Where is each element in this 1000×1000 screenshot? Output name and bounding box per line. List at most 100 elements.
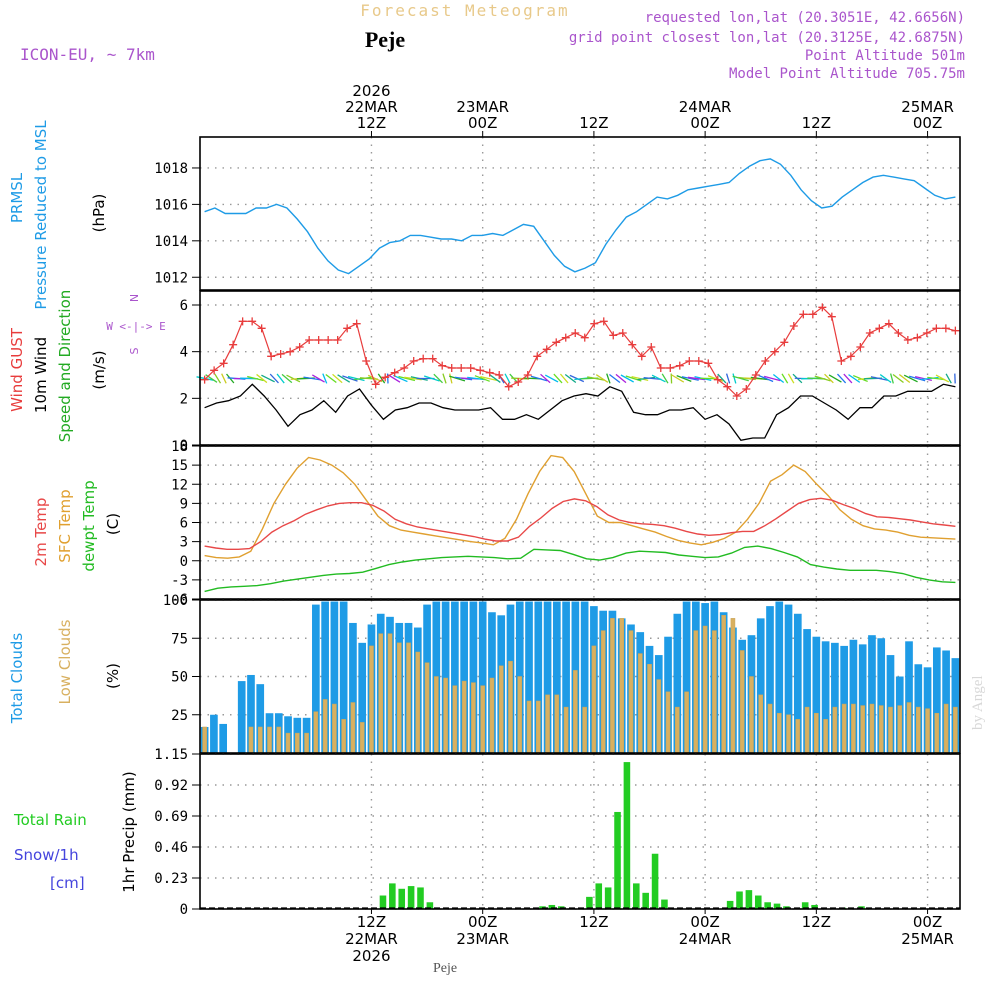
rain-bar <box>379 895 387 909</box>
wind-gust-marker <box>685 357 694 365</box>
wind-direction-arrow <box>269 373 279 384</box>
wind-direction-arrow <box>587 376 605 381</box>
total-clouds-bar <box>562 601 570 753</box>
y-tick-label: 2 <box>180 391 188 407</box>
low-clouds-bar <box>304 732 309 754</box>
low-clouds-bar <box>916 706 921 754</box>
wind-gust-marker <box>447 364 456 372</box>
top-time-label: 23MAR <box>456 98 509 116</box>
wind-gust-marker <box>542 345 551 354</box>
wind-direction-arrow <box>205 374 218 383</box>
y-tick-label: -3 <box>171 573 188 589</box>
low-clouds-bar <box>600 630 606 754</box>
low-clouds-bar <box>591 645 597 754</box>
low-clouds-bar <box>434 676 439 754</box>
low-clouds-bar <box>406 642 411 754</box>
rain-bar <box>754 895 762 909</box>
low-clouds-bar <box>257 726 263 754</box>
low-clouds-bar <box>480 685 485 754</box>
wind-direction-arrow <box>281 373 293 384</box>
y-tick-label: 1012 <box>154 270 188 286</box>
wind-gust-marker <box>704 359 713 368</box>
low-clouds-bar <box>341 719 346 754</box>
point-altitude: Point Altitude 501m <box>805 48 965 64</box>
rain-bar <box>726 900 734 909</box>
low-clouds-bar <box>739 650 745 754</box>
low-clouds-bar <box>702 625 708 754</box>
wind-gust-marker <box>656 364 665 372</box>
total-clouds-bar <box>247 674 255 753</box>
top-time-label: 00Z <box>690 114 719 132</box>
wind-gust-marker <box>238 317 247 326</box>
low-clouds-bar <box>786 714 791 754</box>
low-clouds-bar <box>526 700 532 754</box>
wind-gust-marker <box>466 364 475 372</box>
low-clouds-bar <box>758 694 764 754</box>
wind-gust-marker <box>295 343 304 351</box>
wind-panel: 0 2 4 6 Wind GUST 10m Wind Speed and Direction… <box>8 290 961 454</box>
precip-unit-label: 1hr Precip (mm) <box>120 771 138 892</box>
wind-gust-marker <box>257 324 266 333</box>
wind-direction-arrow <box>870 376 888 381</box>
top-time-label: 25MAR <box>901 98 954 116</box>
wind-direction-arrow <box>909 375 926 382</box>
low-clouds-bar <box>721 615 726 754</box>
wind-gust-label: Wind GUST <box>8 327 26 412</box>
wind-gust-marker <box>229 340 238 349</box>
wind-direction-arrow <box>449 375 466 382</box>
compass-north: N <box>128 294 141 302</box>
wind-direction-arrow <box>467 376 485 381</box>
wind-gust-marker <box>286 347 295 356</box>
wind-gust-marker <box>884 319 893 328</box>
wind-direction-arrow <box>261 374 275 383</box>
y-tick-label: 1016 <box>154 197 188 213</box>
wind-gust-marker <box>552 338 561 347</box>
y-tick-label: 0.92 <box>154 778 188 794</box>
total-clouds-bar <box>256 684 265 753</box>
wind-gust-marker <box>333 336 342 344</box>
y-tick-label: 1.15 <box>154 747 188 763</box>
wind-direction-arrow <box>530 375 548 382</box>
y-tick-label: 4 <box>180 345 188 361</box>
wind-direction-label: Speed and Direction <box>56 290 74 443</box>
wind-gust-marker <box>533 352 542 361</box>
wind-direction-arrow <box>707 375 724 382</box>
wind-direction-arrow <box>564 373 577 384</box>
wind-direction-arrow <box>332 373 343 384</box>
top-time-label: 00Z <box>468 114 497 132</box>
low-clouds-bar <box>832 706 838 754</box>
wind-gust-marker <box>637 352 646 361</box>
wind-direction-arrow <box>828 374 842 383</box>
wind-gust-marker <box>951 326 960 335</box>
wind-direction-arrow <box>398 375 416 382</box>
low-clouds-bar <box>934 712 940 754</box>
total-clouds-bar <box>905 641 913 753</box>
wind-direction-arrow <box>404 376 422 381</box>
low-clouds-bar <box>415 651 421 754</box>
wind-direction-arrow <box>303 376 321 381</box>
total-clouds-bar <box>803 629 811 753</box>
bottom-time-label: 00Z <box>690 913 719 931</box>
total-clouds-bar <box>460 601 468 753</box>
low-clouds-bar <box>322 699 328 754</box>
wind-gust-marker <box>400 364 409 372</box>
wind-direction-arrow <box>569 374 585 383</box>
total-clouds-bar <box>330 601 339 753</box>
total-clouds-bar <box>877 638 886 753</box>
total-clouds-bar <box>673 613 682 753</box>
low-clouds-bar <box>888 706 893 754</box>
low-clouds-bar <box>461 680 467 754</box>
sfc-temp-label: SFC Temp <box>56 489 74 562</box>
bottom-time-label: 22MAR <box>345 930 398 948</box>
pressure-label-prmsl: PRMSL <box>8 172 26 223</box>
low-clouds-bar <box>878 705 884 754</box>
total-clouds-bar <box>821 641 830 753</box>
dewpt-temp-label: dewpt Temp <box>80 480 98 571</box>
panel-border <box>199 136 961 291</box>
low-clouds-bar <box>387 633 393 754</box>
total-clouds-bar <box>812 636 821 753</box>
low-clouds-bar <box>378 633 384 754</box>
y-tick-label: 50 <box>171 670 188 686</box>
y-tick-label: -6 <box>171 592 188 608</box>
wind-direction-arrow <box>843 373 853 384</box>
